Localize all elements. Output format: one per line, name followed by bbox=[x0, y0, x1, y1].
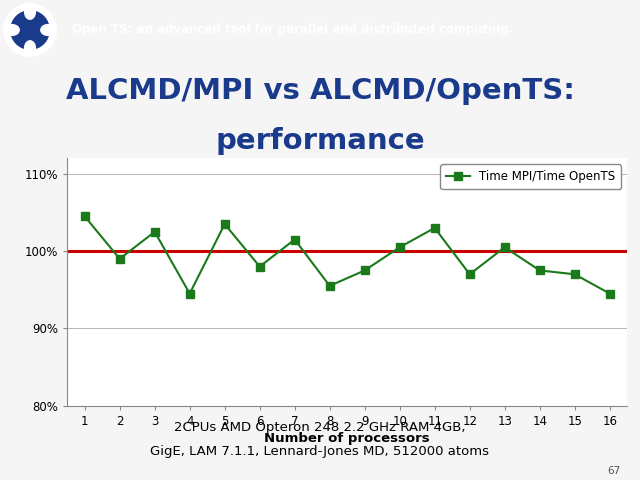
Text: 2CPUs AMD Opteron 248 2.2 GHz RAM 4GB,: 2CPUs AMD Opteron 248 2.2 GHz RAM 4GB, bbox=[174, 421, 466, 434]
Ellipse shape bbox=[24, 5, 35, 19]
Text: ALCMD/MPI vs ALCMD/OpenTS:: ALCMD/MPI vs ALCMD/OpenTS: bbox=[65, 77, 575, 106]
Legend: Time MPI/Time OpenTS: Time MPI/Time OpenTS bbox=[440, 164, 621, 189]
Ellipse shape bbox=[24, 41, 35, 55]
Ellipse shape bbox=[41, 24, 55, 36]
Text: GigE, LAM 7.1.1, Lennard-Jones MD, 512000 atoms: GigE, LAM 7.1.1, Lennard-Jones MD, 51200… bbox=[150, 445, 490, 458]
Ellipse shape bbox=[5, 24, 19, 36]
X-axis label: Number of processors: Number of processors bbox=[264, 432, 430, 445]
Text: performance: performance bbox=[215, 127, 425, 155]
Circle shape bbox=[4, 3, 56, 56]
Text: Open TS: an advanced tool for parallel and distributed computing.: Open TS: an advanced tool for parallel a… bbox=[72, 24, 513, 36]
Circle shape bbox=[11, 11, 49, 49]
Text: 67: 67 bbox=[607, 466, 621, 476]
